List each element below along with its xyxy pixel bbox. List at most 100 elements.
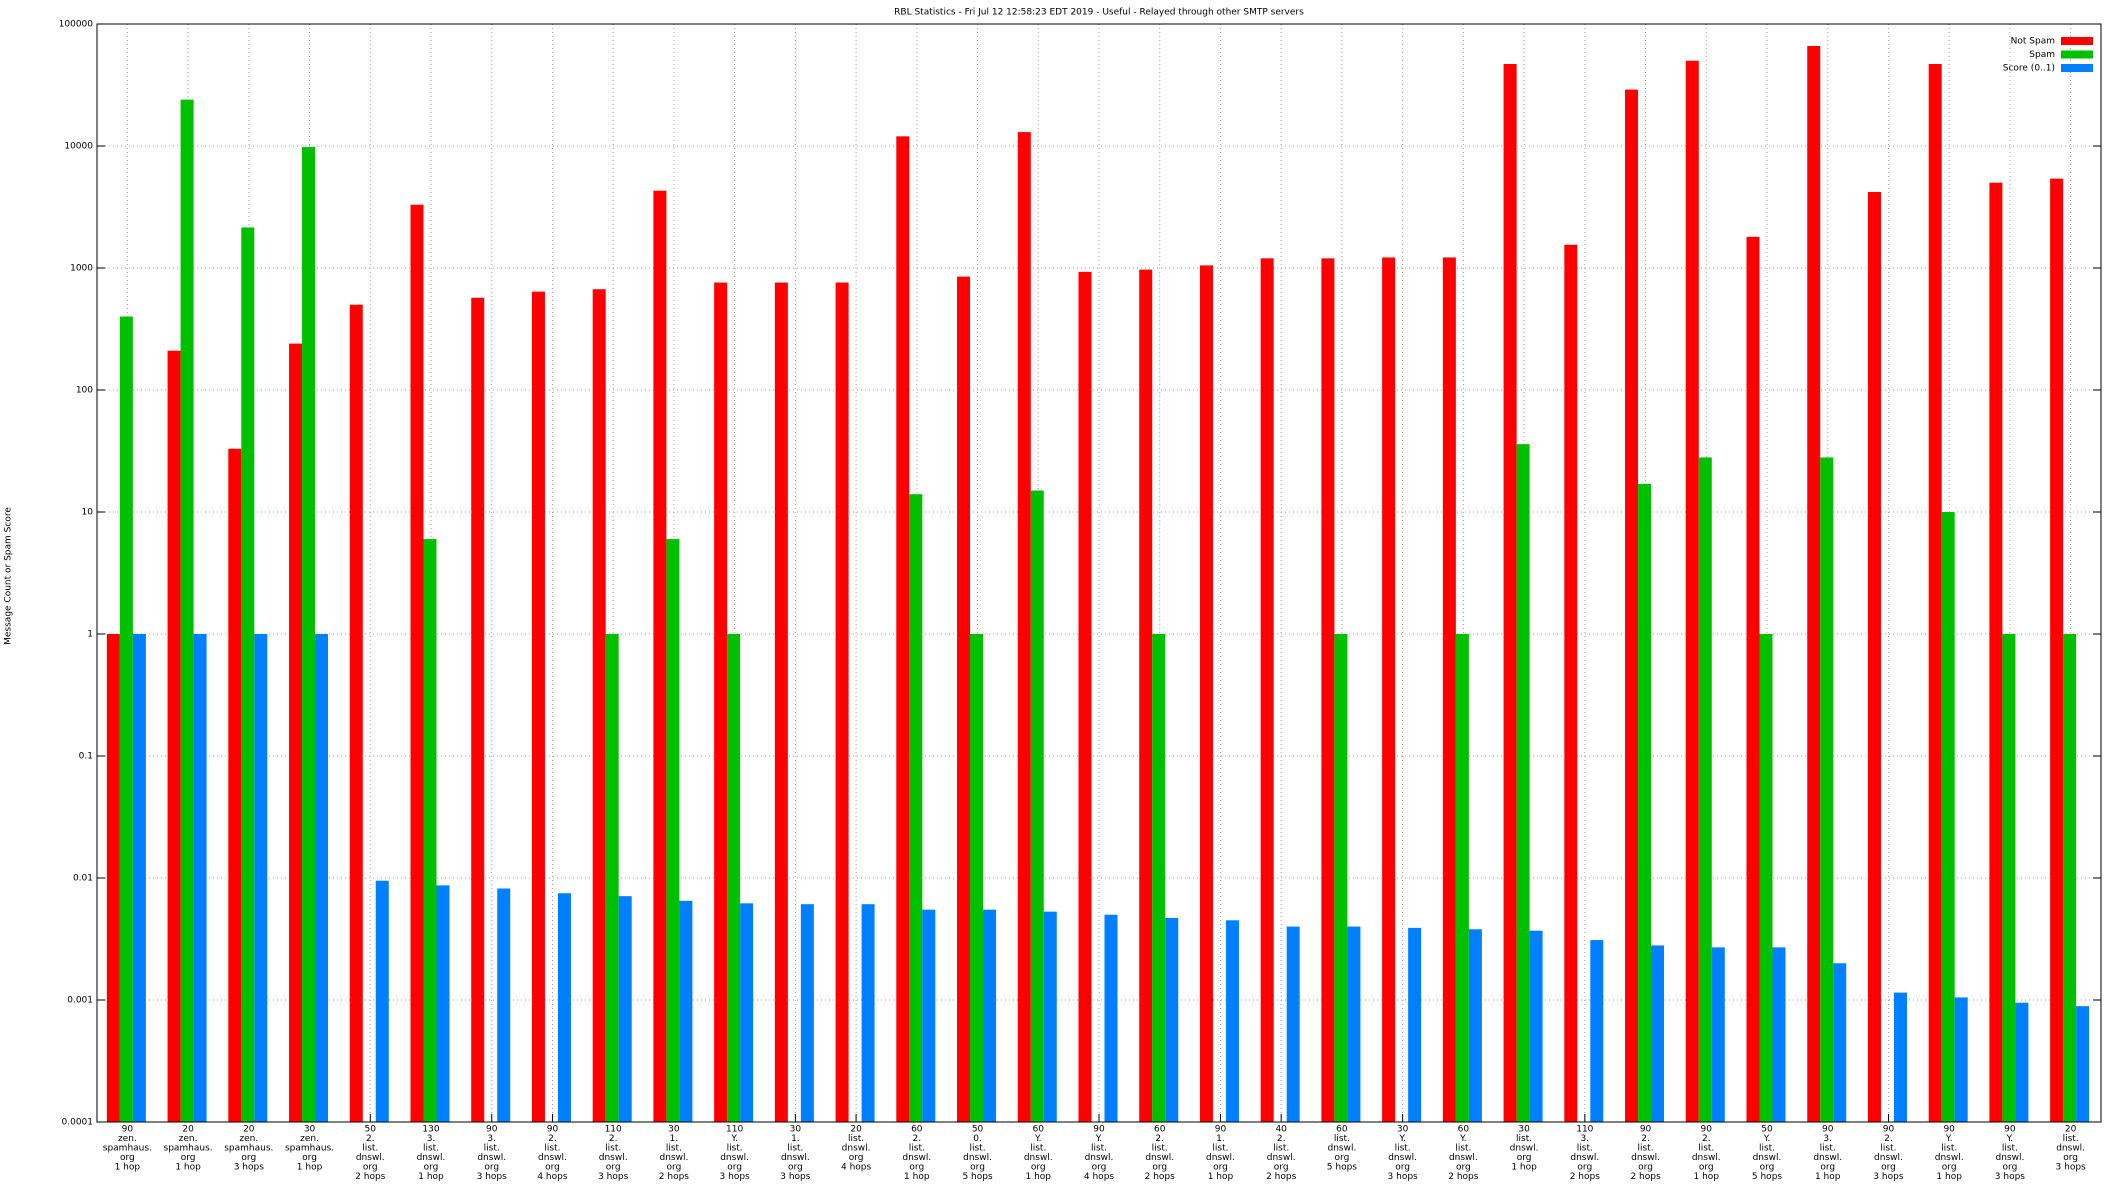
x-tick-label: 2 hops <box>1145 1172 1176 1182</box>
bar <box>1867 191 1881 1122</box>
x-tick-label: 30 <box>790 1125 802 1135</box>
x-tick-label: 90 <box>1640 1125 1652 1135</box>
bar <box>289 343 303 1122</box>
x-tick-label: list. <box>787 1144 803 1154</box>
x-tick-label: dnswl. <box>1995 1153 2024 1163</box>
x-tick-label: list. <box>544 1144 560 1154</box>
x-tick-label: org <box>1699 1163 1714 1173</box>
plot-frame <box>96 23 2102 1123</box>
x-tick-label: 90 <box>1822 1125 1834 1135</box>
x-tick-label: list. <box>1030 1144 1046 1154</box>
x-tick-label: 3 hops <box>477 1172 508 1182</box>
x-tick-label: dnswl. <box>1206 1153 1235 1163</box>
bar <box>557 893 571 1122</box>
x-tick-label: 110 <box>726 1125 743 1135</box>
x-tick-label: org <box>1031 1163 1046 1173</box>
x-tick-label: Y. <box>730 1134 738 1144</box>
x-tick-label: dnswl. <box>1510 1144 1539 1154</box>
x-tick-label: 30 <box>1518 1125 1530 1135</box>
x-tick-label: org <box>2063 1153 2078 1163</box>
x-tick-label: list. <box>1395 1144 1411 1154</box>
bar <box>471 297 485 1122</box>
x-tick-label: 1 hop <box>1815 1172 1841 1182</box>
x-tick-label: dnswl. <box>963 1153 992 1163</box>
x-tick-label: 2. <box>913 1134 922 1144</box>
x-tick-label: 2. <box>548 1134 557 1144</box>
bar <box>1772 947 1786 1122</box>
bar <box>1833 963 1847 1122</box>
x-tick-label: 2. <box>1155 1134 1164 1144</box>
x-tick-label: list. <box>2002 1144 2018 1154</box>
x-tick-label: list. <box>1637 1144 1653 1154</box>
x-tick-label: 40 <box>1275 1125 1287 1135</box>
x-tick-label: org <box>181 1153 196 1163</box>
bar <box>861 904 875 1122</box>
x-tick-label: org <box>1213 1163 1228 1173</box>
bar <box>1199 265 1213 1122</box>
x-tick-label: Y. <box>1034 1134 1042 1144</box>
bar <box>1698 457 1712 1122</box>
x-tick-label: org <box>1335 1153 1350 1163</box>
bar <box>957 276 971 1122</box>
bar <box>1321 258 1335 1123</box>
bar <box>1260 258 1274 1123</box>
bar <box>1651 945 1665 1122</box>
x-tick-label: 3 hops <box>780 1172 811 1182</box>
x-tick-label: org <box>788 1163 803 1173</box>
x-tick-label: org <box>545 1163 560 1173</box>
x-tick-label: 90 <box>547 1125 559 1135</box>
x-tick-label: org <box>2003 1163 2018 1173</box>
x-tick-label: list. <box>2063 1134 2079 1144</box>
x-tick-label: list. <box>1820 1144 1836 1154</box>
bar <box>1685 60 1699 1122</box>
x-tick-label: 1 hop <box>175 1163 201 1173</box>
x-tick-label: 90 <box>2004 1125 2016 1135</box>
legend-swatch <box>2061 64 2093 72</box>
x-tick-label: 5 hops <box>962 1172 993 1182</box>
legend-label: Spam <box>2029 50 2055 60</box>
x-tick-label: org <box>1820 1163 1835 1173</box>
x-tick-label: list. <box>969 1144 985 1154</box>
x-tick-label: list. <box>666 1144 682 1154</box>
x-tick-label: dnswl. <box>1388 1153 1417 1163</box>
bar <box>1989 182 2003 1123</box>
x-tick-label: zen. <box>118 1134 137 1144</box>
x-tick-label: list. <box>1455 1144 1471 1154</box>
x-tick-label: 3 hops <box>1995 1172 2026 1182</box>
x-tick-label: org <box>241 1153 256 1163</box>
bar <box>1625 89 1639 1123</box>
bar <box>167 350 181 1123</box>
bar <box>909 494 923 1123</box>
y-axis-label: Message Count or Spam Score <box>4 507 14 645</box>
bar <box>774 282 788 1122</box>
bar <box>896 136 910 1122</box>
x-tick-label: org <box>302 1153 317 1163</box>
x-tick-label: 1 hop <box>115 1163 141 1173</box>
x-tick-label: Y. <box>1095 1134 1103 1144</box>
x-tick-label: 3 hops <box>598 1172 629 1182</box>
bar <box>1043 911 1057 1122</box>
legend-label: Score (0..1) <box>2003 64 2055 74</box>
x-tick-label: list. <box>423 1144 439 1154</box>
x-tick-label: dnswl. <box>659 1153 688 1163</box>
x-tick-label: 90 <box>1093 1125 1105 1135</box>
x-tick-label: 30 <box>668 1125 680 1135</box>
bar <box>531 291 545 1122</box>
bar <box>618 896 632 1122</box>
y-tick-label: 0.0001 <box>62 1118 94 1128</box>
x-tick-label: 60 <box>1336 1125 1348 1135</box>
bar <box>375 880 389 1122</box>
x-tick-label: 1 hop <box>1208 1172 1234 1182</box>
bar <box>1941 512 1955 1122</box>
x-tick-label: spamhaus. <box>285 1144 334 1154</box>
x-tick-label: 5 hops <box>1752 1172 1783 1182</box>
bar <box>180 99 194 1122</box>
x-tick-label: 2. <box>1641 1134 1650 1144</box>
bar <box>679 900 693 1122</box>
bar <box>1468 929 1482 1122</box>
x-tick-label: org <box>1152 1163 1167 1173</box>
x-tick-label: dnswl. <box>1267 1153 1296 1163</box>
x-tick-label: 2. <box>609 1134 618 1144</box>
x-tick-label: org <box>1395 1163 1410 1173</box>
